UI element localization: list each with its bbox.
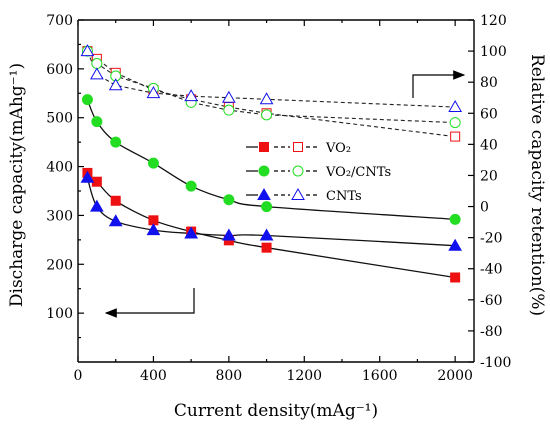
capacity-line-vo2 — [86, 172, 456, 279]
legend-marker-open-vo2-cnts — [292, 165, 304, 177]
retention-point-vo2 — [450, 131, 461, 142]
capacity-point-vo2-cnts — [261, 201, 273, 213]
y-right-tick-label: -60 — [480, 293, 503, 309]
y-right-tick-label: 0 — [480, 200, 489, 216]
retention-point-cnts — [89, 67, 104, 80]
y-right-tick-label: -20 — [480, 231, 503, 247]
capacity-point-vo2 — [450, 272, 461, 283]
capacity-point-vo2 — [261, 242, 272, 253]
capacity-point-vo2-cnts — [449, 213, 461, 225]
legend-marker-open-vo2 — [293, 142, 303, 152]
y-left-tick-label: 400 — [46, 160, 73, 176]
annotations — [104, 70, 466, 318]
legend-label-vo2-cnts: VO₂/CNTs — [325, 165, 391, 180]
capacity-point-vo2-cnts — [81, 94, 93, 106]
right-axis-arrow — [412, 70, 466, 98]
capacity-point-vo2-cnts — [147, 157, 159, 169]
x-tick-label: 400 — [140, 368, 167, 384]
x-tick-label: 1600 — [362, 368, 398, 384]
capacity-point-cnts — [448, 238, 463, 251]
capacity-point-vo2 — [91, 176, 102, 187]
y-left-tick-label: 600 — [46, 62, 73, 78]
capacity-point-vo2-cnts — [223, 194, 235, 206]
left-axis-arrow — [104, 288, 195, 318]
x-tick-label: 800 — [215, 368, 242, 384]
legend-marker-open-cnts — [291, 187, 305, 200]
legend-marker-filled-vo2-cnts — [258, 165, 270, 177]
retention-point-cnts — [146, 86, 161, 99]
capacity-point-cnts — [108, 214, 123, 227]
legend: VO₂ VO₂/CNTs CNTs — [246, 141, 391, 204]
y-left-tick-label: 700 — [46, 13, 73, 29]
legend-marker-filled-vo2 — [259, 142, 269, 152]
retention-point-vo2-cnts — [449, 117, 461, 129]
y-right-tick-label: -40 — [480, 262, 503, 278]
retention-point-cnts — [80, 44, 95, 57]
retention-line-cnts — [86, 50, 456, 108]
retention-point-cnts — [448, 100, 463, 113]
capacity-point-vo2 — [110, 195, 121, 206]
retention-point-cnts — [221, 90, 236, 103]
y-left-tick-label: 300 — [46, 208, 73, 224]
capacity-point-cnts — [146, 223, 161, 236]
markers — [80, 44, 463, 283]
y-right-tick-label: 80 — [480, 75, 498, 91]
capacity-point-cnts — [221, 228, 236, 241]
y-right-axis-title: Relative capacity retention(%) — [527, 54, 547, 316]
capacity-point-cnts — [259, 228, 274, 241]
y-left-tick-label: 200 — [46, 257, 73, 273]
x-tick-label: 2000 — [437, 368, 473, 384]
capacity-point-cnts — [80, 170, 95, 183]
x-axis-title: Current density(mAg⁻¹) — [174, 401, 378, 421]
y-right-tick-label: 60 — [480, 106, 498, 122]
y-right-tick-label: 40 — [480, 137, 498, 153]
retention-lines — [86, 50, 456, 138]
capacity-line-cnts — [86, 177, 456, 247]
capacity-point-vo2-cnts — [110, 136, 122, 148]
retention-point-vo2-cnts — [91, 58, 103, 70]
x-tick-label: 0 — [74, 368, 83, 384]
y-left-axis-title: Discharge capacity(mAhg⁻¹) — [7, 63, 27, 307]
legend-marker-filled-cnts — [257, 187, 271, 200]
y-right-tick-label: 100 — [480, 44, 507, 60]
retention-point-cnts — [108, 78, 123, 91]
y-right-tick-label: 20 — [480, 168, 498, 184]
retention-point-cnts — [259, 92, 274, 105]
y-right-tick-label: -100 — [480, 355, 511, 371]
axes — [77, 19, 475, 363]
capacity-point-vo2-cnts — [185, 180, 197, 192]
ticks: 0 400 800 1200 1600 2000100200300400500600700… — [46, 13, 511, 384]
retention-point-cnts — [184, 89, 199, 102]
y-right-tick-label: 120 — [480, 13, 507, 29]
retention-point-vo2-cnts — [223, 104, 235, 116]
x-tick-label: 1200 — [286, 368, 322, 384]
retention-point-vo2-cnts — [261, 109, 273, 121]
legend-label-vo2: VO₂ — [325, 141, 351, 156]
capacity-point-vo2-cnts — [91, 116, 103, 128]
y-left-tick-label: 500 — [46, 111, 73, 127]
capacity-point-cnts — [89, 199, 104, 212]
legend-label-cnts: CNTs — [326, 189, 362, 204]
y-left-tick-label: 100 — [46, 306, 73, 322]
capacity-point-cnts — [184, 226, 199, 239]
retention-line-vo2 — [87, 50, 456, 138]
y-right-tick-label: -80 — [480, 324, 503, 340]
